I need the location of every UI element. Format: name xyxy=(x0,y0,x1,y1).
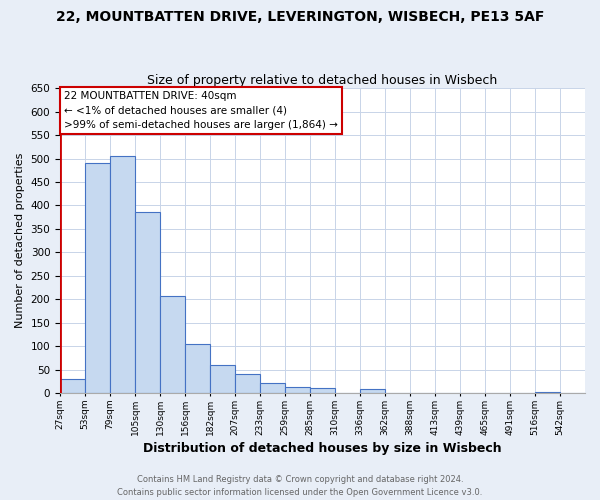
X-axis label: Distribution of detached houses by size in Wisbech: Distribution of detached houses by size … xyxy=(143,442,502,455)
Bar xyxy=(360,390,385,393)
Bar xyxy=(310,388,335,393)
Bar xyxy=(285,386,310,393)
Bar xyxy=(160,296,185,393)
Title: Size of property relative to detached houses in Wisbech: Size of property relative to detached ho… xyxy=(148,74,497,87)
Bar xyxy=(60,379,85,393)
Bar xyxy=(235,374,260,393)
Y-axis label: Number of detached properties: Number of detached properties xyxy=(15,153,25,328)
Bar xyxy=(260,383,285,393)
Bar xyxy=(185,344,210,393)
Bar xyxy=(135,212,160,393)
Text: 22, MOUNTBATTEN DRIVE, LEVERINGTON, WISBECH, PE13 5AF: 22, MOUNTBATTEN DRIVE, LEVERINGTON, WISB… xyxy=(56,10,544,24)
Bar xyxy=(535,392,560,393)
Text: Contains HM Land Registry data © Crown copyright and database right 2024.
Contai: Contains HM Land Registry data © Crown c… xyxy=(118,476,482,497)
Text: 22 MOUNTBATTEN DRIVE: 40sqm
← <1% of detached houses are smaller (4)
>99% of sem: 22 MOUNTBATTEN DRIVE: 40sqm ← <1% of det… xyxy=(64,92,338,130)
Bar xyxy=(210,365,235,393)
Bar xyxy=(110,156,135,393)
Bar xyxy=(85,163,110,393)
